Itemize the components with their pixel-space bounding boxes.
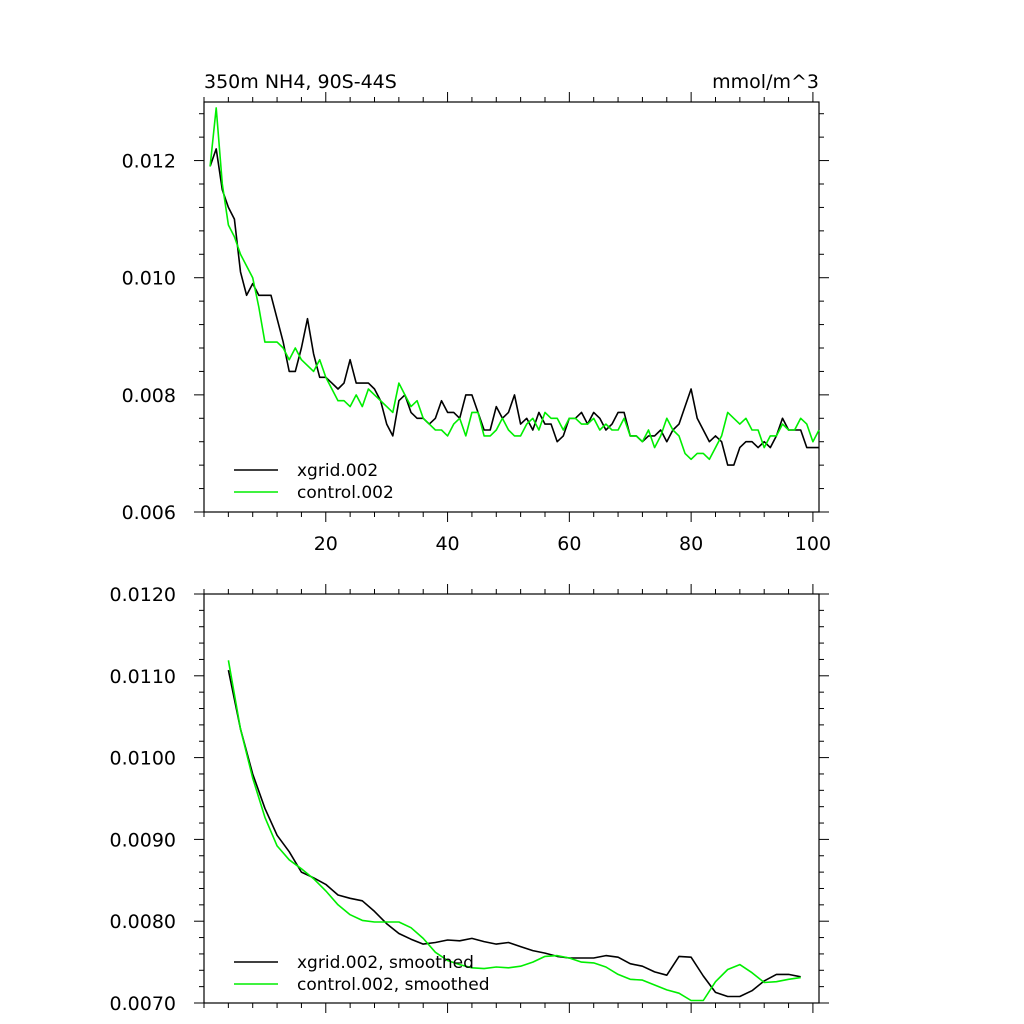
x-tick-label: 20 <box>314 533 338 555</box>
top-panel: 350m NH4, 90S-44S mmol/m^3 20 40 60 80 100 0.… <box>122 71 831 555</box>
series-line-xgrid-002 <box>209 148 819 466</box>
legend-label: control.002, smoothed <box>297 975 490 995</box>
series-line-control-002 <box>209 107 820 461</box>
y-tick-label: 0.006 <box>122 502 176 524</box>
units-label: mmol/m^3 <box>712 71 819 93</box>
x-tick-label: 80 <box>679 533 703 555</box>
panel-title: 350m NH4, 90S-44S <box>204 71 397 93</box>
legend-label: control.002 <box>297 483 394 503</box>
y-tick-label: 0.008 <box>122 385 176 407</box>
y-tick-label: 0.0110 <box>110 666 176 688</box>
legend-label: xgrid.002 <box>297 461 378 481</box>
plot-frame <box>203 593 820 1004</box>
x-tick-label: 40 <box>435 533 459 555</box>
y-tick-label: 0.0120 <box>110 584 176 606</box>
series-line-xgrid-002-smoothed <box>227 669 801 998</box>
y-tick-label: 0.0100 <box>110 748 176 770</box>
plot-frame <box>203 101 820 513</box>
y-tick-label: 0.010 <box>122 268 176 290</box>
y-tick-label: 0.012 <box>122 151 176 173</box>
x-tick-label: 100 <box>795 533 831 555</box>
bottom-panel: 0.0070 0.0080 0.0090 0.0100 0.0110 0.0120 xgr… <box>110 584 829 1015</box>
legend-label: xgrid.002, smoothed <box>297 953 474 973</box>
x-tick-label: 60 <box>557 533 581 555</box>
series-line-control-002-smoothed <box>227 660 801 1002</box>
y-tick-label: 0.0090 <box>110 829 176 851</box>
y-tick-label: 0.0070 <box>110 993 176 1015</box>
y-tick-label: 0.0080 <box>110 911 176 933</box>
